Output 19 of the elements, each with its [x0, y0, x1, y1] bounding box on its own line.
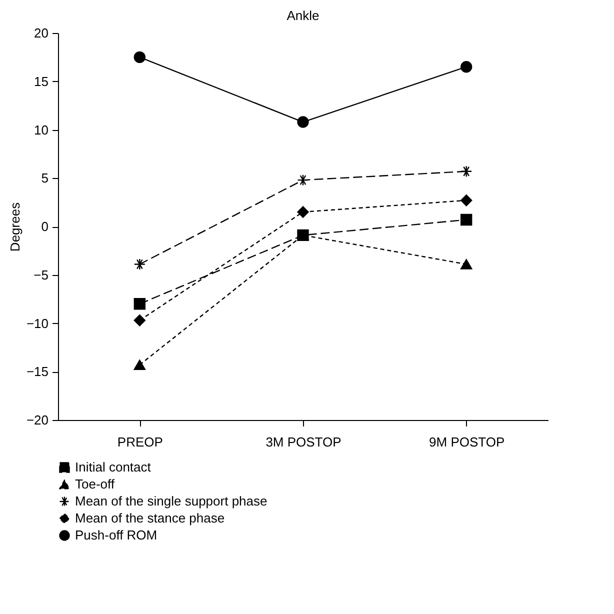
y-tick-label: −20	[26, 412, 48, 428]
legend-label: Mean of the stance phase	[75, 510, 225, 526]
legend-label: Mean of the single support phase	[75, 494, 268, 508]
legend-label: Initial contact	[75, 460, 152, 474]
y-tick-label: −15	[26, 364, 48, 380]
legend-label: Toe-off	[75, 476, 115, 492]
x-tick-label: 3M POSTOP	[266, 434, 342, 450]
y-tick-label: 10	[34, 122, 48, 138]
y-tick-label: −5	[34, 267, 48, 282]
y-tick-label: 15	[34, 74, 48, 89]
x-tick-label: 9M POSTOP	[429, 434, 505, 450]
y-axis-title: Degrees	[7, 202, 22, 252]
y-tick-label: 0	[41, 219, 48, 234]
y-tick-label: 20	[34, 26, 48, 40]
legend-label: Push-off ROM	[75, 528, 158, 542]
x-tick-label: PREOP	[117, 434, 163, 450]
y-tick-label: 5	[41, 170, 48, 186]
y-tick-label: −10	[26, 316, 48, 331]
chart-title: Ankle	[286, 8, 320, 23]
